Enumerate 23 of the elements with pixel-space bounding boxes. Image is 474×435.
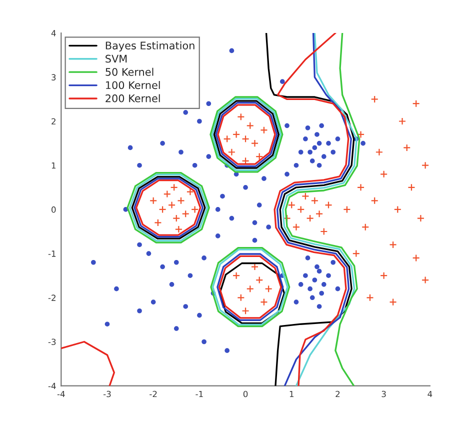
legend-label: Bayes Estimation <box>106 41 194 52</box>
x-tick-label: 0 <box>243 390 248 398</box>
x-tick-label: 4 <box>428 390 432 398</box>
legend-label: SVM <box>106 54 127 63</box>
legend-label: 100 Kernel <box>106 81 160 90</box>
x-tick-label: -4 <box>57 390 65 398</box>
y-tick-label: 2 <box>52 118 56 124</box>
x-tick-label: 3 <box>382 390 386 398</box>
y-tick-label: -4 <box>48 382 56 390</box>
x-tick-label: -3 <box>103 390 111 398</box>
y-tick-label: 1 <box>52 162 56 169</box>
y-tick-label: -1 <box>48 250 56 257</box>
legend-label: 50 Kernel <box>106 68 154 76</box>
y-tick-label: 3 <box>52 74 56 80</box>
y-tick-label: 4 <box>51 30 56 36</box>
x-tick-label: -1 <box>196 390 203 398</box>
x-tick-label: 1 <box>290 390 294 398</box>
y-tick-label: -2 <box>48 294 56 301</box>
x-tick-label: 2 <box>336 390 340 398</box>
legend-label: 200 Kernel <box>106 94 160 102</box>
y-tick-label: 0 <box>52 206 56 213</box>
y-tick-label: -3 <box>48 338 56 346</box>
x-tick-label: -2 <box>150 390 157 398</box>
